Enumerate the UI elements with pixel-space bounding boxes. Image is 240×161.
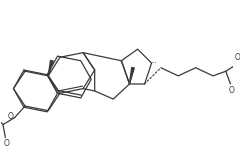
Text: O: O	[235, 53, 240, 62]
Polygon shape	[48, 61, 53, 76]
Text: O: O	[8, 112, 13, 121]
Text: O: O	[4, 139, 9, 148]
Text: ···: ···	[151, 60, 157, 66]
Text: O: O	[229, 86, 234, 95]
Polygon shape	[130, 67, 134, 84]
